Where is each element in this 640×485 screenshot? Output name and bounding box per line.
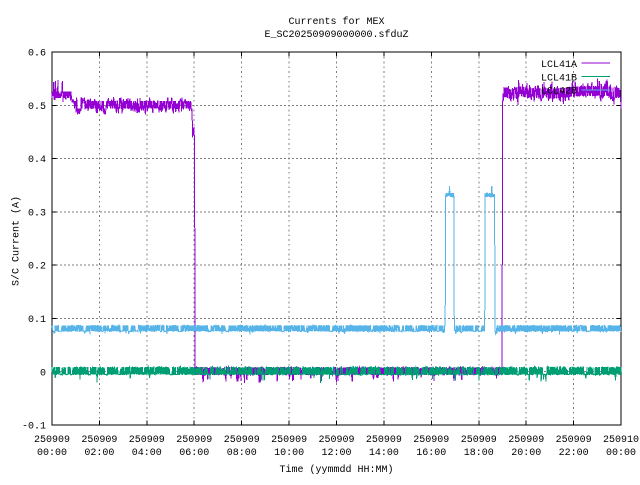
svg-text:250909: 250909 (224, 435, 260, 446)
svg-text:22:00: 22:00 (559, 448, 589, 459)
svg-text:00:00: 00:00 (606, 448, 636, 459)
svg-text:14:00: 14:00 (369, 448, 399, 459)
svg-text:250909: 250909 (508, 435, 544, 446)
svg-text:S/C Current (A): S/C Current (A) (11, 196, 23, 286)
svg-text:02:00: 02:00 (84, 448, 114, 459)
svg-text:00:00: 00:00 (37, 448, 67, 459)
svg-text:Time (yymmdd HH:MM): Time (yymmdd HH:MM) (279, 464, 393, 476)
svg-text:250909: 250909 (366, 435, 402, 446)
svg-text:250909: 250909 (318, 435, 354, 446)
svg-text:250909: 250909 (176, 435, 212, 446)
svg-text:0.4: 0.4 (28, 155, 46, 166)
svg-text:0.2: 0.2 (28, 262, 46, 273)
svg-text:16:00: 16:00 (416, 448, 446, 459)
svg-text:250909: 250909 (34, 435, 70, 446)
svg-text:0.6: 0.6 (28, 49, 46, 60)
svg-text:E_SC20250909000000.sfduZ: E_SC20250909000000.sfduZ (264, 29, 408, 41)
svg-text:18:00: 18:00 (464, 448, 494, 459)
svg-text:0: 0 (40, 368, 46, 379)
svg-text:08:00: 08:00 (227, 448, 257, 459)
svg-text:250909: 250909 (81, 435, 117, 446)
svg-text:0.1: 0.1 (28, 315, 46, 326)
svg-text:250909: 250909 (271, 435, 307, 446)
svg-text:250909: 250909 (556, 435, 592, 446)
svg-text:20:00: 20:00 (511, 448, 541, 459)
svg-text:-0.1: -0.1 (22, 422, 46, 433)
svg-text:LCL41A: LCL41A (541, 60, 577, 71)
svg-text:250909: 250909 (413, 435, 449, 446)
svg-text:Currents for MEX: Currents for MEX (288, 16, 384, 28)
svg-text:0.3: 0.3 (28, 209, 46, 220)
svg-text:250909: 250909 (129, 435, 165, 446)
svg-text:LCL41B: LCL41B (541, 73, 577, 84)
svg-text:06:00: 06:00 (179, 448, 209, 459)
svg-text:12:00: 12:00 (321, 448, 351, 459)
svg-text:0.5: 0.5 (28, 102, 46, 113)
svg-text:250910: 250910 (603, 435, 639, 446)
svg-text:04:00: 04:00 (132, 448, 162, 459)
svg-text:250909: 250909 (461, 435, 497, 446)
svg-text:10:00: 10:00 (274, 448, 304, 459)
svg-text:LCL42B: LCL42B (541, 87, 577, 98)
